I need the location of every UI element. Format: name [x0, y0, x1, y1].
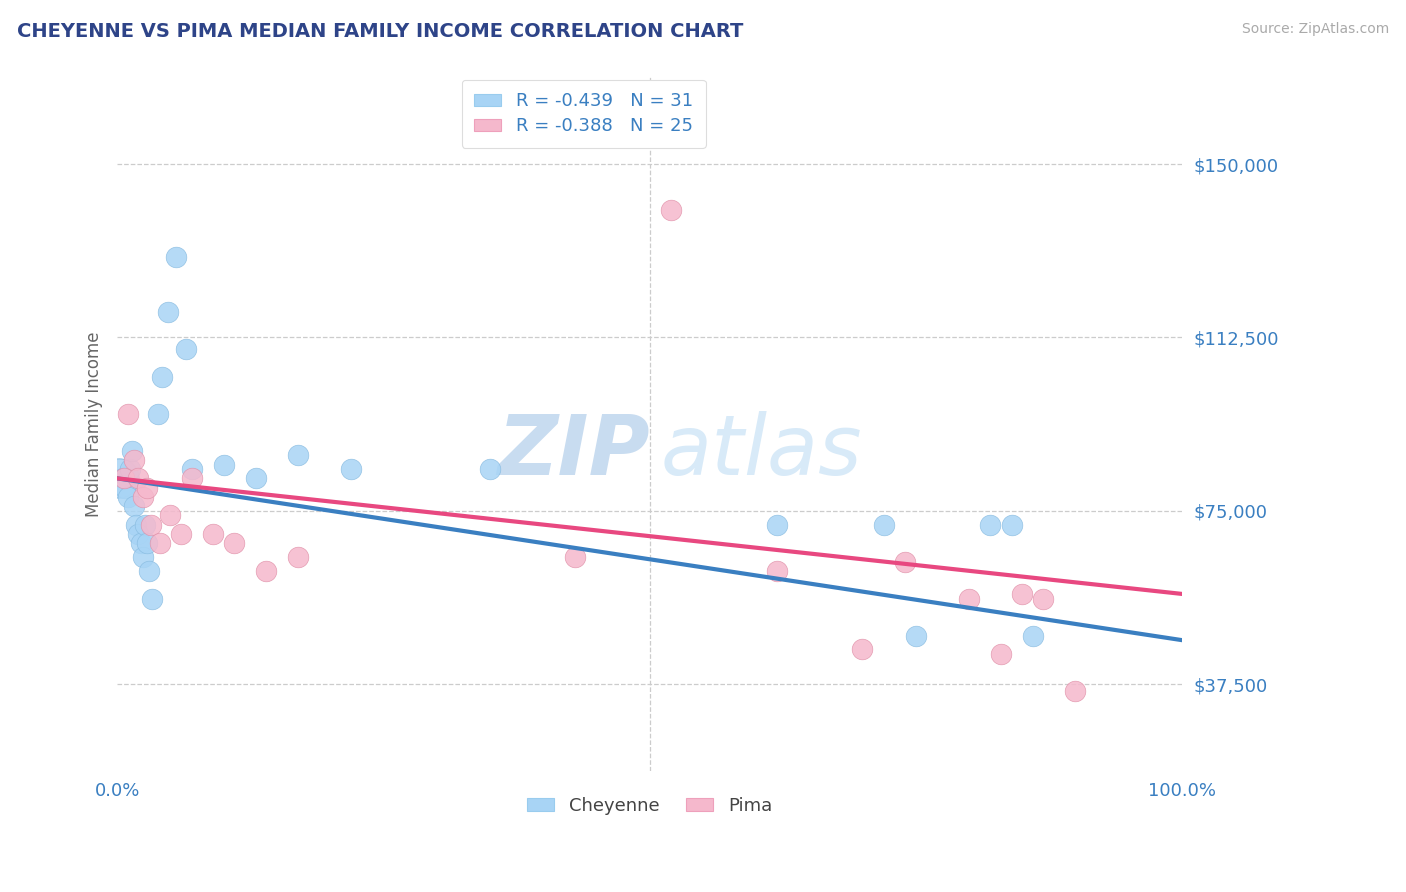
Point [108, 471, 131, 485]
Point [564, 549, 586, 564]
Point [176, 342, 198, 356]
Text: Source: ZipAtlas.com: Source: ZipAtlas.com [1241, 22, 1389, 37]
Point [165, 250, 187, 264]
Point [122, 453, 145, 467]
Point [132, 549, 155, 564]
Point [159, 508, 181, 523]
Point [340, 462, 363, 476]
Point [136, 536, 159, 550]
Point [180, 471, 202, 485]
Point [127, 526, 149, 541]
Point [117, 407, 139, 421]
Point [659, 203, 682, 218]
Point [478, 462, 501, 476]
Point [138, 564, 160, 578]
Point [149, 536, 172, 550]
Point [134, 517, 156, 532]
Point [1064, 684, 1087, 698]
Point [157, 305, 180, 319]
Point [1011, 587, 1033, 601]
Point [979, 517, 1001, 532]
Point [224, 536, 246, 550]
Legend: Cheyenne, Pima: Cheyenne, Pima [517, 788, 782, 824]
Point [873, 517, 896, 532]
Point [287, 549, 309, 564]
Point [287, 448, 309, 462]
Point [117, 490, 139, 504]
Point [212, 458, 235, 472]
Point [957, 591, 980, 606]
Point [254, 564, 277, 578]
Point [111, 471, 134, 485]
Point [851, 642, 873, 657]
Point [141, 517, 163, 532]
Point [129, 536, 152, 550]
Point [122, 499, 145, 513]
Point [202, 526, 225, 541]
Point [766, 517, 789, 532]
Point [125, 517, 148, 532]
Point [114, 481, 136, 495]
Point [245, 471, 267, 485]
Point [146, 407, 169, 421]
Point [170, 526, 193, 541]
Point [1032, 591, 1054, 606]
Point [180, 462, 202, 476]
Text: CHEYENNE VS PIMA MEDIAN FAMILY INCOME CORRELATION CHART: CHEYENNE VS PIMA MEDIAN FAMILY INCOME CO… [17, 22, 744, 41]
Point [1000, 517, 1022, 532]
Point [141, 591, 163, 606]
Point [112, 471, 135, 485]
Point [150, 369, 173, 384]
Point [766, 564, 789, 578]
Point [127, 471, 149, 485]
Point [1022, 628, 1045, 642]
Text: atlas: atlas [661, 411, 862, 492]
Point [118, 462, 141, 476]
Point [894, 555, 917, 569]
Point [132, 490, 155, 504]
Point [904, 628, 927, 642]
Point [136, 481, 159, 495]
Point [121, 443, 143, 458]
Y-axis label: Median Family Income: Median Family Income [86, 331, 103, 516]
Point [990, 647, 1012, 661]
Text: ZIP: ZIP [496, 411, 650, 492]
